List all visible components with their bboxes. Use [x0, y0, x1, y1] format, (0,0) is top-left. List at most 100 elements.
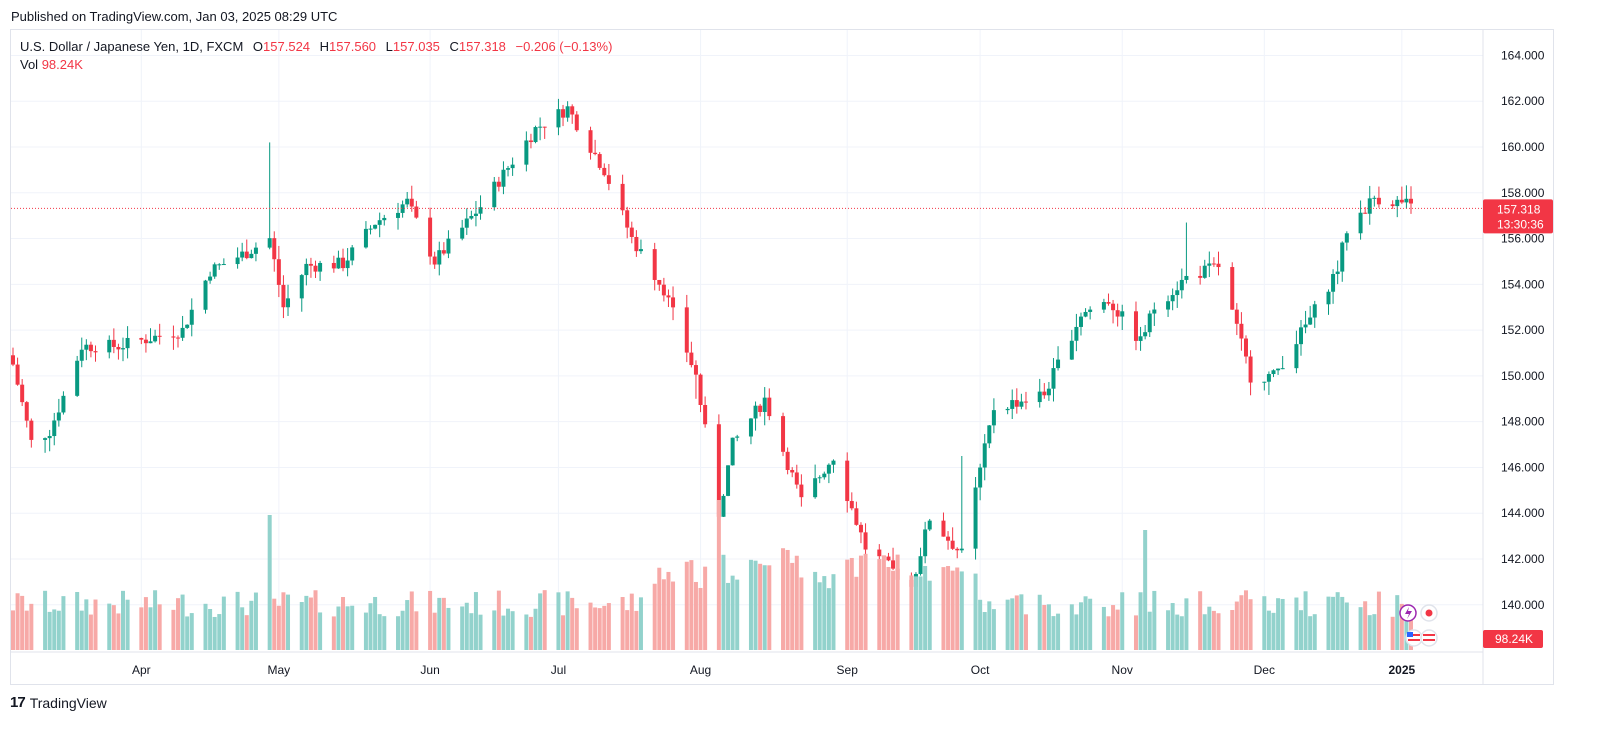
candle-body [1243, 338, 1248, 357]
candle-body [698, 374, 703, 406]
volume-bar [1372, 614, 1377, 650]
volume-bar [212, 616, 217, 650]
candle-body [382, 217, 387, 221]
us-flag-icon [1420, 629, 1438, 647]
y-tick-label: 150.000 [1501, 369, 1545, 383]
open-label: O [252, 39, 264, 54]
chart-panel[interactable]: 140.000 142.000 144.000 146.000 148.000 150.0… [10, 29, 1554, 685]
candle-body [15, 364, 20, 385]
volume-bar [684, 561, 689, 650]
candle-body [556, 109, 561, 128]
volume-bar [716, 500, 721, 650]
candle-body [1294, 344, 1299, 369]
candle-body [625, 210, 630, 228]
volume-bar [1395, 595, 1400, 650]
volume-bar [1042, 604, 1047, 650]
x-tick-label: May [268, 663, 291, 677]
volume-bar [1088, 598, 1093, 650]
footer-brand[interactable]: 17 TradingView [10, 694, 107, 711]
candle-body [1143, 332, 1148, 337]
volume-bar [831, 574, 836, 650]
candle-body [671, 297, 676, 308]
volume-bar [93, 599, 98, 650]
volume-bar [382, 616, 387, 650]
candle-body [432, 256, 437, 265]
volume-bar [817, 582, 822, 650]
candle-body [1056, 359, 1061, 369]
volume-bar [29, 603, 34, 650]
volume-bar [538, 593, 543, 650]
candle-body [638, 249, 643, 252]
volume-bar [625, 610, 630, 650]
high-label: H [319, 39, 330, 54]
candle-body [1115, 310, 1120, 317]
volume-bar [593, 607, 598, 650]
volume-bar [528, 616, 533, 650]
candle-body [822, 473, 827, 478]
candle-body [565, 106, 570, 118]
volume-bar [116, 613, 121, 650]
volume-bar [602, 605, 607, 650]
volume-bar [345, 606, 350, 650]
low-label: L [385, 39, 393, 54]
volume-bar [597, 608, 602, 650]
us-flag-stripe [1408, 634, 1420, 636]
volume-bar [1326, 596, 1331, 650]
x-tick-label: Jun [420, 663, 439, 677]
volume-bar [203, 603, 208, 650]
candle-body [437, 250, 442, 265]
candle-body [1010, 400, 1015, 409]
volume-bar [20, 595, 25, 650]
candle-body [790, 469, 795, 473]
volume-bar [909, 575, 914, 650]
candle-body [341, 257, 346, 269]
candle-body [716, 424, 721, 517]
candle-body [946, 536, 951, 541]
volume-bar [735, 579, 740, 650]
candle-body [602, 167, 607, 176]
volume-bar [813, 571, 818, 650]
volume-bar [180, 594, 185, 650]
candlestick-chart[interactable]: 140.000 142.000 144.000 146.000 148.000 150.0… [11, 30, 1553, 684]
high-value: 157.560 [329, 39, 377, 54]
candle-body [1005, 408, 1010, 411]
candle-body [221, 264, 226, 266]
candle-body [1234, 309, 1239, 324]
volume-bar [47, 611, 52, 650]
candle-body [331, 262, 336, 269]
close-label: C [449, 39, 459, 54]
candle-body [1326, 291, 1331, 305]
volume-bar [84, 599, 89, 650]
volume-bar [955, 567, 960, 650]
candle-body [363, 228, 368, 248]
candle-body [79, 349, 84, 361]
us-flag-stripe [1408, 639, 1420, 641]
volume-bar [785, 549, 790, 650]
candle-body [1078, 316, 1083, 327]
volume-bar [1276, 598, 1281, 650]
volume-bar [15, 593, 20, 650]
volume-bar [703, 566, 708, 650]
volume-bar [428, 590, 433, 650]
candle-body [1120, 311, 1125, 317]
volume-bar [781, 548, 786, 650]
volume-label[interactable]: Vol [20, 57, 39, 72]
y-tick-label: 140.000 [1501, 598, 1545, 612]
volume-bar [56, 610, 61, 650]
us-flag-canton [1407, 632, 1413, 637]
candle-body [121, 348, 126, 350]
volume-bar [730, 575, 735, 650]
volume-bar [1202, 614, 1207, 650]
close-value: 157.318 [458, 39, 506, 54]
candle-body [767, 397, 772, 417]
volume-bar [799, 577, 804, 650]
candle-body [1344, 233, 1349, 243]
volume-bar [1399, 603, 1404, 650]
volume-bar [1216, 613, 1221, 650]
candle-body [1083, 311, 1088, 317]
candle-body [634, 236, 639, 252]
candle-body [597, 154, 602, 168]
symbol-title[interactable]: U.S. Dollar / Japanese Yen, 1D, FXCM [20, 39, 244, 54]
volume-bar [849, 557, 854, 650]
candle-body [849, 501, 854, 509]
